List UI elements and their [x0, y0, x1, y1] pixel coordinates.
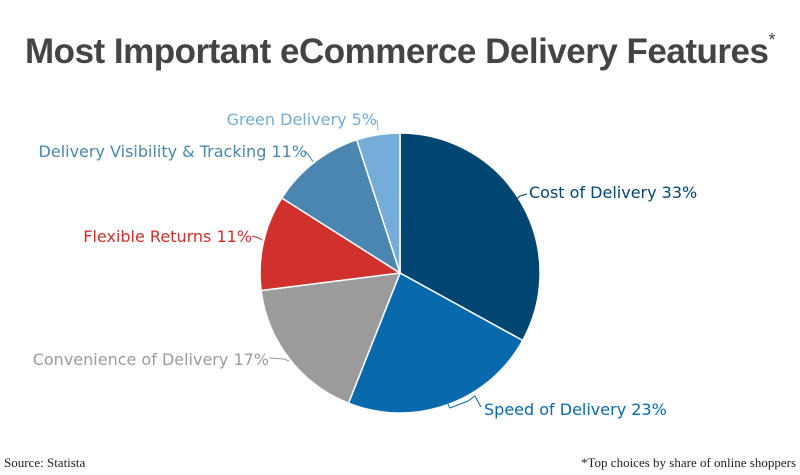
source-note: Source: Statista	[4, 455, 86, 470]
footnote: *Top choices by share of online shoppers	[581, 455, 796, 470]
slice-flexible-returns[interactable]	[259, 196, 403, 292]
leader-lines	[251, 119, 528, 409]
chart-title-text: Most Important eCommerce Delivery Featur…	[25, 32, 769, 71]
label-cost-of-delivery: Cost of Delivery 33%	[529, 183, 697, 202]
slice-convenience-of-delivery[interactable]	[260, 272, 402, 405]
label-convenience-of-delivery: Convenience of Delivery 17%	[33, 350, 269, 369]
leader-line-green	[376, 119, 379, 131]
leader-line-cost	[509, 193, 528, 205]
chart-title: Most Important eCommerce Delivery Featur…	[0, 30, 800, 72]
label-delivery-visibility-tracking: Delivery Visibility & Tracking 11%	[39, 142, 307, 161]
leader-line-speed	[447, 395, 482, 409]
slice-delivery-visibility-tracking[interactable]	[280, 138, 402, 275]
title-footnote-marker: *	[768, 30, 775, 50]
slice-speed-of-delivery[interactable]	[347, 271, 524, 414]
leader-line-convenience	[268, 357, 290, 362]
leader-line-visibility	[304, 150, 314, 163]
label-speed-of-delivery: Speed of Delivery 23%	[484, 400, 667, 419]
label-flexible-returns: Flexible Returns 11%	[83, 227, 252, 246]
leader-line-flexible	[251, 235, 263, 241]
slice-green-delivery[interactable]	[355, 132, 401, 274]
pie-slices	[259, 132, 541, 414]
slice-cost-of-delivery[interactable]	[399, 132, 541, 342]
label-green-delivery: Green Delivery 5%	[227, 110, 377, 129]
